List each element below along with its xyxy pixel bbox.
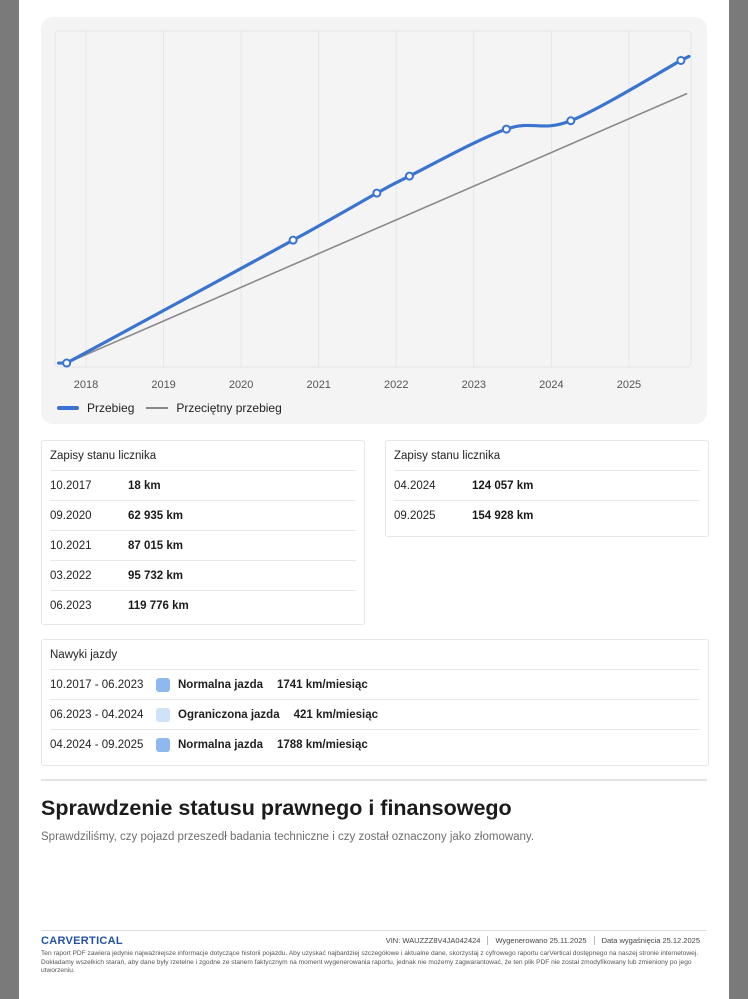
table-row: 03.2022 95 732 km	[50, 560, 356, 590]
habit-rate: 421 km/miesiąc	[293, 708, 379, 721]
x-tick-label: 2025	[617, 379, 641, 391]
habit-color-box	[156, 737, 170, 752]
footer-expires: Data wygaśnięcia 25.12.2025	[593, 936, 707, 945]
legend-swatch-average	[146, 407, 169, 409]
mileage-point	[62, 358, 72, 368]
record-km: 95 732 km	[128, 569, 183, 582]
table-row: 06.2023 119 776 km	[50, 590, 356, 620]
footer-disclaimer: Ten raport PDF zawiera jedynie najważnie…	[41, 950, 699, 975]
legal-status-subtitle: Sprawdziliśmy, czy pojazd przeszedł bada…	[41, 831, 535, 843]
record-km: 154 928 km	[472, 509, 534, 522]
table-row: 10.2017 18 km	[50, 470, 356, 500]
driving-habits-title: Nawyki jazdy	[50, 649, 118, 661]
legal-status-title: Sprawdzenie statusu prawnego i finansowe…	[41, 796, 512, 820]
footer-meta: VIN: WAUZZZ8V4JA042424 Wygenerowano 25.1…	[379, 936, 707, 945]
habit-color-box	[156, 707, 170, 722]
record-km: 18 km	[128, 479, 161, 492]
habit-row: 04.2024 - 09.2025 Normalna jazda 1788 km…	[50, 729, 700, 759]
x-tick-label: 2018	[74, 379, 98, 391]
record-date: 03.2022	[50, 569, 92, 582]
record-date: 10.2021	[50, 539, 92, 552]
record-km: 87 015 km	[128, 539, 183, 552]
habit-type: Normalna jazda	[178, 738, 263, 751]
record-date: 06.2023	[50, 599, 92, 612]
legend-label-mileage: Przebieg	[87, 401, 135, 415]
record-date: 04.2024	[394, 479, 436, 492]
record-date: 10.2017	[50, 479, 92, 492]
legend-item-mileage: Przebieg	[57, 401, 134, 415]
habit-row: 06.2023 - 04.2024 Ograniczona jazda 421 …	[50, 699, 700, 729]
odometer-records-title: Zapisy stanu licznika	[50, 450, 157, 462]
record-km: 62 935 km	[128, 509, 183, 522]
report-page: 2018 2019 2020 2021 2022 2023 2024 2025 Przebie…	[19, 0, 729, 999]
record-date: 09.2025	[394, 509, 436, 522]
table-row: 04.2024 124 057 km	[394, 470, 700, 500]
mileage-point	[404, 171, 414, 181]
legend-label-average: Przeciętny przebieg	[176, 401, 282, 415]
x-tick-label: 2020	[229, 379, 253, 391]
x-tick-label: 2021	[306, 379, 330, 391]
mileage-point	[372, 188, 382, 198]
mileage-chart-card: 2018 2019 2020 2021 2022 2023 2024 2025 Przebie…	[41, 17, 707, 424]
mileage-point	[501, 124, 511, 134]
chart-legend: Przebieg Przeciętny przebieg	[57, 401, 294, 415]
habit-rate: 1741 km/miesiąc	[277, 678, 368, 691]
habit-range: 06.2023 - 04.2024	[50, 708, 144, 721]
table-row: 09.2025 154 928 km	[394, 500, 700, 530]
record-km: 119 776 km	[128, 599, 189, 612]
carvertical-logo: CARVERTICAL	[41, 935, 123, 947]
driving-habits-card: Nawyki jazdy 10.2017 - 06.2023 Normalna …	[41, 639, 709, 766]
table-row: 09.2020 62 935 km	[50, 500, 356, 530]
x-tick-label: 2019	[151, 379, 175, 391]
table-row: 10.2021 87 015 km	[50, 530, 356, 560]
odometer-records-right: Zapisy stanu licznika 04.2024 124 057 km …	[385, 440, 709, 537]
habit-range: 04.2024 - 09.2025	[50, 738, 144, 751]
x-tick-label: 2024	[539, 379, 563, 391]
record-date: 09.2020	[50, 509, 92, 522]
series-average-line	[66, 92, 688, 364]
habit-color-box	[156, 677, 170, 692]
legend-item-average: Przeciętny przebieg	[146, 401, 282, 415]
footer-vin: VIN: WAUZZZ8V4JA042424	[385, 936, 481, 945]
mileage-point	[288, 235, 298, 245]
habit-type: Normalna jazda	[178, 678, 263, 691]
odometer-records-title: Zapisy stanu licznika	[394, 450, 501, 462]
legend-swatch-mileage	[57, 406, 79, 410]
habit-range: 10.2017 - 06.2023	[50, 678, 144, 691]
habit-rate: 1788 km/miesiąc	[277, 738, 368, 751]
mileage-point	[566, 116, 576, 126]
footer-divider	[41, 930, 707, 931]
x-tick-label: 2022	[384, 379, 408, 391]
habit-type: Ograniczona jazda	[178, 708, 280, 721]
habit-row: 10.2017 - 06.2023 Normalna jazda 1741 km…	[50, 669, 700, 699]
odometer-records-left: Zapisy stanu licznika 10.2017 18 km 09.20…	[41, 440, 365, 625]
mileage-chart: 2018 2019 2020 2021 2022 2023 2024 2025	[54, 30, 692, 391]
footer-generated: Wygenerowano 25.11.2025	[487, 936, 593, 945]
mileage-point	[676, 55, 686, 65]
section-divider	[41, 779, 707, 781]
record-km: 124 057 km	[472, 479, 534, 492]
x-tick-label: 2023	[462, 379, 486, 391]
